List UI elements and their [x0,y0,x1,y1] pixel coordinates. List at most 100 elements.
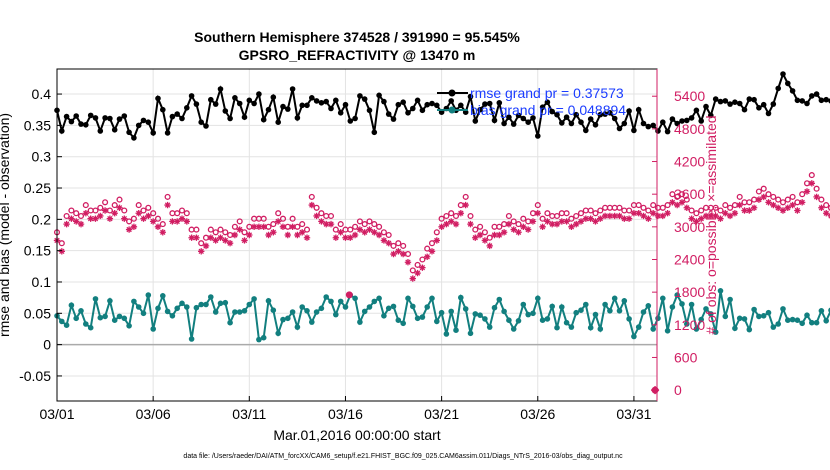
possible-point [438,215,445,222]
possible-point [332,226,339,233]
possible-outlier-point [345,291,353,299]
assimilated-point [534,210,541,217]
rmse-point [208,96,214,103]
rmse-point [294,115,301,121]
bias-point [164,308,171,315]
y-left-tick-label: 0.2 [32,211,52,227]
assimilated-point [582,215,590,222]
rmse-point [727,101,733,107]
assimilated-point [784,204,791,211]
possible-point [217,226,224,233]
assimilated-point [159,229,166,236]
bias-point [145,292,152,298]
possible-point [577,210,585,217]
assimilated-point [173,218,181,225]
possible-point [688,207,695,214]
rmse-point [477,106,483,113]
assimilated-point [625,215,633,222]
bias-point [400,320,407,327]
rmse-point [592,122,599,128]
possible-point [654,204,662,211]
rmse-point [736,100,743,107]
possible-point [645,207,652,214]
bias-point [760,313,767,319]
possible-point [664,202,671,209]
assimilated-point [97,212,104,220]
assimilated-point [486,242,493,250]
rmse-point [775,85,781,92]
assimilated-point [611,212,618,220]
assimilated-point [750,204,758,211]
rmse-point [342,101,349,108]
bias-point [506,317,512,324]
assimilated-point [770,201,777,209]
possible-point [549,212,556,220]
bias-point [626,316,632,322]
assimilated-point [327,220,335,228]
assimilated-point [510,226,517,233]
possible-point [279,215,287,222]
rmse-point [765,110,772,117]
assimilated-point [544,218,551,225]
bias-point [669,304,676,310]
rmse-point [472,118,479,124]
possible-point [775,196,782,203]
possible-point [154,215,162,222]
rmse-point [174,111,180,117]
possible-point [784,196,791,203]
possible-point [299,221,306,228]
bias-point [438,309,445,316]
bias-point [405,295,411,302]
rmse-point [390,116,397,122]
rmse-point [635,106,642,113]
assimilated-point [313,212,320,220]
bias-point [352,295,358,302]
bias-point [684,321,690,327]
possible-point [563,210,570,217]
rmse-point [693,107,700,114]
possible-point [130,215,137,222]
rmse-point [169,113,176,120]
rmse-point [275,119,282,125]
assimilated-point [630,210,638,217]
possible-point [102,199,109,206]
y-left-tick-label: 0.4 [32,86,52,102]
y-left-tick-label: 0.35 [24,117,51,133]
assimilated-point [741,207,748,214]
bias-point [515,318,522,324]
bias-point [140,310,147,317]
possible-point [505,212,512,220]
possible-point [616,204,623,211]
series-possible [53,172,830,274]
rmse-point [813,91,820,97]
legend-bias-label: bias grand pr = 0.048894 [470,102,626,118]
rmse-point [650,122,656,129]
bias-point [323,294,330,300]
bias-point [299,304,306,310]
possible-point [121,207,128,214]
bias-point [309,319,315,325]
possible-point [409,267,416,274]
assimilated-point [438,223,445,231]
rmse-point [251,100,257,107]
rmse-point [486,100,493,107]
bias-point [770,324,777,330]
bias-point [482,316,488,322]
assimilated-point [726,212,734,220]
rmse-point [160,106,166,113]
rmse-point [164,130,171,136]
possible-point [174,210,181,217]
rmse-point [92,115,99,121]
bias-point [357,319,363,325]
assimilated-point [592,218,599,225]
x-axis-label: Mar.01,2016 00:00:00 start [273,427,440,443]
possible-point [428,240,436,247]
bias-point [453,327,459,334]
possible-point [573,212,580,220]
assimilated-point [298,229,306,236]
assimilated-point [183,218,191,225]
bias-point [318,305,325,312]
assimilated-point [765,199,772,206]
rmse-point [515,112,522,119]
rmse-point [640,120,647,127]
